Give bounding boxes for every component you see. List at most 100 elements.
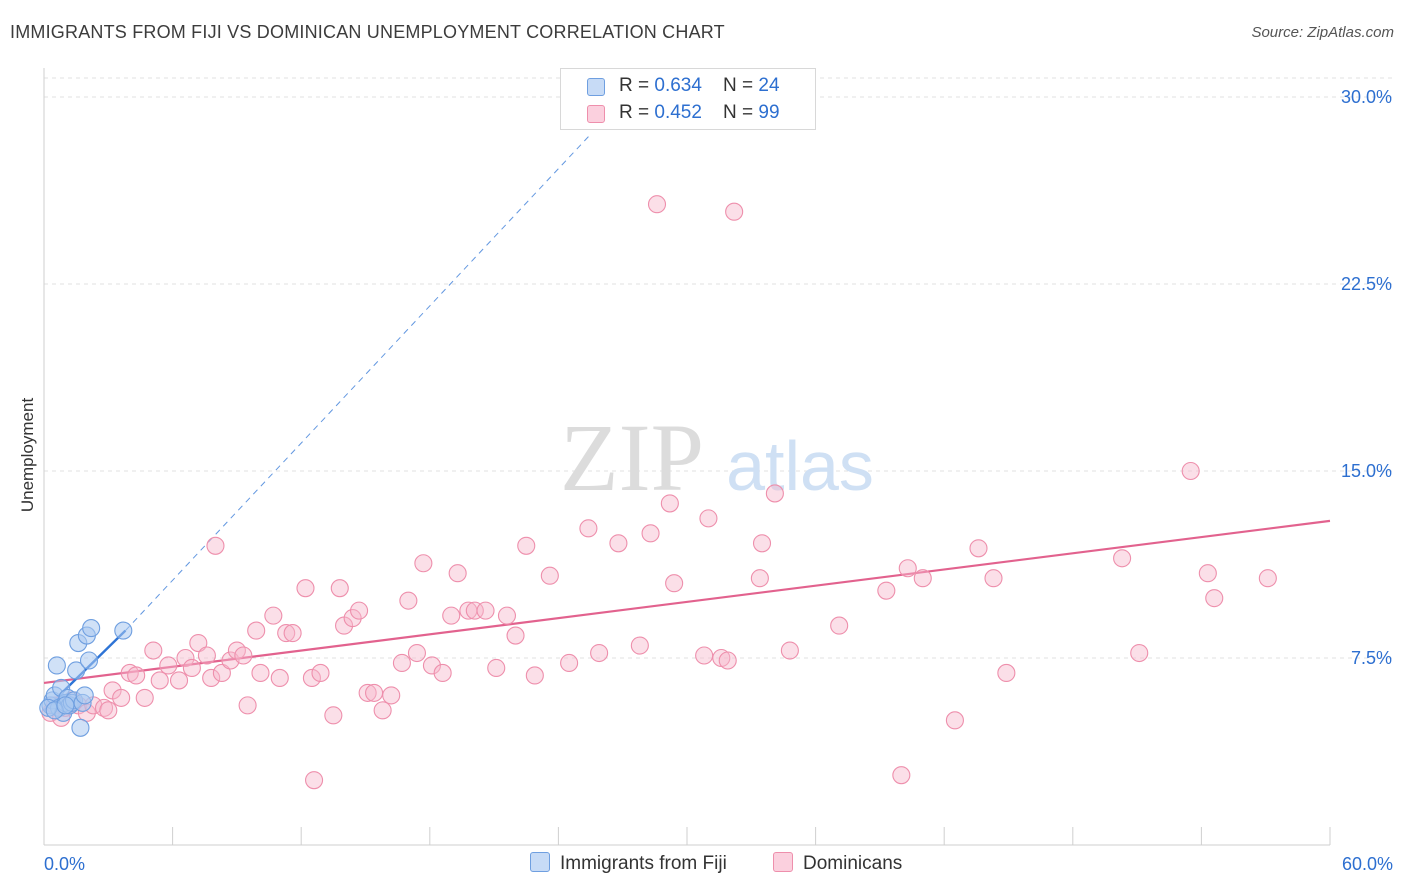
dominicans-point <box>202 668 221 687</box>
dominicans-point <box>135 688 154 707</box>
watermark: ZIP atlas <box>560 404 874 511</box>
dominicans-point <box>182 658 201 678</box>
dominicans-point <box>695 646 714 665</box>
bottom-legend-dominicans[interactable]: Dominicans <box>773 852 902 875</box>
dominicans-point <box>189 633 208 653</box>
fiji-points <box>39 619 133 737</box>
dominicans-point <box>969 539 988 558</box>
dominicans-point <box>433 663 452 683</box>
legend-r-label: R = <box>619 75 655 96</box>
dominicans-point <box>176 648 195 668</box>
dominicans-point <box>1198 564 1217 583</box>
dominicans-point <box>780 641 799 660</box>
grid-lines <box>44 77 1392 659</box>
fiji-trend-extension <box>125 134 591 631</box>
y-tick-label: 30.0% <box>1341 87 1392 107</box>
legend-swatch-dominicans <box>587 105 605 123</box>
fiji-point <box>82 619 101 638</box>
dominicans-point <box>1130 643 1149 663</box>
dominicans-point <box>264 606 283 625</box>
dominicans-point <box>506 626 525 645</box>
dominicans-point <box>830 616 849 635</box>
source-label: Source: ZipAtlas.com <box>1251 24 1394 41</box>
dominicans-point <box>197 646 216 665</box>
dominicans-point <box>660 494 679 513</box>
bottom-legend-fiji[interactable]: Immigrants from Fiji <box>530 852 727 875</box>
dominicans-point <box>1205 589 1224 608</box>
dominicans-point <box>665 574 684 593</box>
dominicans-point <box>525 666 544 685</box>
dominicans-point <box>343 609 362 628</box>
dominicans-point <box>150 671 169 690</box>
y-tick-label: 7.5% <box>1351 648 1392 668</box>
y-tick-label: 15.0% <box>1341 461 1392 481</box>
dominicans-point <box>251 663 270 683</box>
dominicans-point <box>718 651 737 670</box>
fiji-point <box>56 696 75 715</box>
dominicans-point <box>997 663 1016 683</box>
dominicans-point <box>206 536 225 555</box>
dominicans-point <box>399 591 418 610</box>
legend-r-value: 0.634 <box>654 75 702 96</box>
dominicans-point <box>877 581 896 600</box>
fiji-point <box>67 661 86 680</box>
dominicans-point <box>392 653 411 673</box>
y-axis-label: Unemployment <box>18 397 37 513</box>
dominicans-point <box>373 701 392 720</box>
dominicans-point <box>212 663 231 683</box>
dominicans-point <box>127 666 146 685</box>
legend-r-label: R = <box>619 102 655 123</box>
dominicans-point <box>238 696 257 715</box>
dominicans-point <box>365 683 384 702</box>
dominicans-point <box>144 641 163 660</box>
watermark-atlas: atlas <box>726 427 874 505</box>
legend-n-label: N = <box>723 102 759 123</box>
dominicans-trend-line <box>43 519 1331 685</box>
dominicans-point <box>422 656 441 675</box>
dominicans-point <box>540 566 559 585</box>
dominicans-point <box>1113 549 1132 568</box>
dominicans-point <box>414 554 433 573</box>
dominicans-point <box>517 536 536 555</box>
chart-title: IMMIGRANTS FROM FIJI VS DOMINICAN UNEMPL… <box>10 22 725 42</box>
legend-r-value: 0.452 <box>654 102 702 123</box>
y-tick-label: 22.5% <box>1341 274 1392 294</box>
legend-label-dominicans: Dominicans <box>803 853 903 874</box>
dominicans-point <box>270 668 289 687</box>
fiji-point <box>71 718 90 737</box>
dominicans-point <box>1258 569 1277 588</box>
dominicans-point <box>892 766 911 785</box>
dominicans-point <box>725 202 744 221</box>
dominicans-point <box>350 601 369 620</box>
dominicans-point <box>277 624 296 643</box>
dominicans-point <box>99 701 118 720</box>
dominicans-point <box>465 601 484 620</box>
dominicans-point <box>497 606 517 625</box>
dominicans-point <box>234 646 253 665</box>
fiji-point <box>114 621 133 640</box>
dominicans-point <box>752 534 772 553</box>
dominicans-point <box>283 624 302 643</box>
dominicans-point <box>898 559 917 578</box>
dominicans-point <box>913 569 932 588</box>
x-tick-label: 0.0% <box>44 854 85 874</box>
fiji-point <box>79 651 99 670</box>
legend-swatch-fiji <box>587 78 605 96</box>
legend-n-value: 24 <box>758 75 780 96</box>
legend-label-fiji: Immigrants from Fiji <box>560 853 727 874</box>
dominicans-point <box>1181 461 1200 481</box>
legend-swatch-fiji <box>530 852 550 872</box>
dominicans-point <box>579 519 598 538</box>
dominicans-point <box>984 569 1003 588</box>
dominicans-point <box>442 606 461 625</box>
dominicans-point <box>647 195 667 214</box>
dominicans-point <box>305 771 324 790</box>
dominicans-point <box>476 601 495 620</box>
fiji-point <box>75 686 94 705</box>
dominicans-point <box>750 569 769 588</box>
correlation-legend: R = 0.634 N = 24 R = 0.452 N = 99 <box>560 68 816 130</box>
dominicans-point <box>296 579 315 598</box>
dominicans-point <box>560 653 579 673</box>
x-tick-label: 60.0% <box>1342 854 1393 874</box>
